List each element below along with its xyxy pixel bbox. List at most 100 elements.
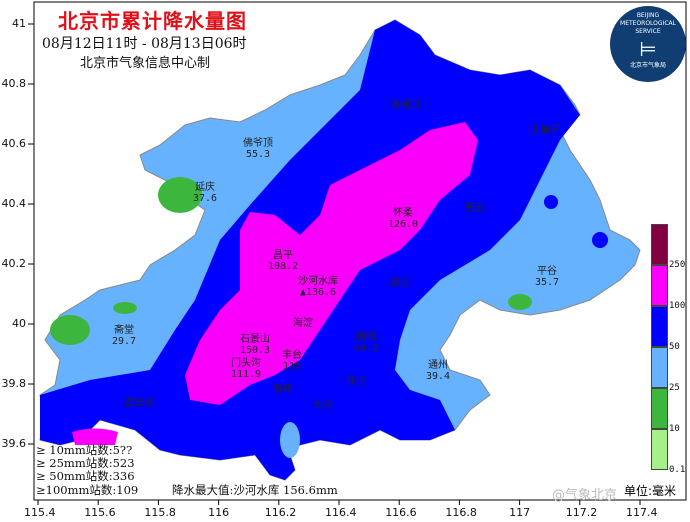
legend-label: 0.1	[669, 465, 686, 475]
region-light-blue-spot	[280, 422, 300, 458]
legend-swatch	[651, 306, 668, 347]
station-name: 昌平	[273, 250, 293, 261]
station-name: 门头沟	[231, 358, 261, 369]
station-label: 亦庄	[326, 376, 386, 387]
x-tick-label: 115.8	[144, 506, 176, 519]
logo-text-cn: 北京市气象局	[629, 62, 666, 69]
station-name: 通州	[428, 360, 448, 371]
station-name: 怀柔	[393, 208, 413, 219]
station-name: 佛爷顶	[243, 138, 273, 149]
station-value: 126.0	[387, 219, 419, 230]
y-tick-label: 40.4	[1, 197, 27, 210]
y-tick-label: 39.6	[1, 437, 27, 450]
station-value: 110	[282, 361, 302, 372]
legend-label: 250	[669, 260, 686, 270]
station-label: 密云	[445, 203, 505, 214]
x-tick-label: 116	[208, 506, 230, 519]
station-value: 55.3	[245, 149, 271, 160]
x-tick-label: 116.2	[264, 506, 297, 519]
station-value: 29.7	[111, 336, 137, 347]
station-label: 石景山 150.3	[225, 334, 285, 356]
region-10-25	[158, 177, 202, 213]
station-value: 60.2	[353, 343, 379, 354]
axis-ticks	[28, 23, 641, 505]
station-label: 海淀	[273, 318, 333, 329]
station-label: 佛爷顶 55.3	[228, 138, 288, 160]
station-name: 霞云岭	[125, 398, 155, 409]
station-label: 南苑	[252, 384, 312, 395]
stat-25mm: ≥ 25mm站数:523	[36, 456, 135, 470]
x-tick-label: 116.8	[445, 506, 477, 519]
region-10-25	[50, 315, 90, 345]
watermark: @气象北京	[552, 488, 618, 503]
stat-10mm: ≥ 10mm站数:5??	[36, 443, 133, 457]
y-tick-label: 40.8	[1, 77, 27, 90]
station-label: 丰台 110	[262, 350, 322, 372]
x-tick-label: 117.2	[565, 506, 598, 519]
legend-swatch	[651, 429, 668, 470]
station-value: 35.7	[534, 277, 560, 288]
station-label: 斋堂 29.7	[94, 325, 154, 347]
station-name: 延庆	[195, 182, 215, 193]
legend-label: 10	[669, 424, 680, 434]
region-10-25	[508, 294, 532, 310]
y-tick-label: 40.2	[1, 257, 27, 270]
x-tick-label: 117.4	[626, 506, 658, 519]
station-name: 沙河水库	[298, 276, 338, 287]
station-value: 37.6	[192, 193, 218, 204]
legend-swatch	[651, 224, 668, 265]
region-100-250-south	[72, 428, 118, 445]
stat-100mm: ≥100mm站数:109	[36, 483, 139, 497]
station-value: ▲136.6	[299, 287, 337, 298]
station-label: 霞云岭	[110, 398, 170, 409]
station-label: 沙河水库 ▲136.6	[288, 276, 348, 298]
station-name: 汤河口	[390, 100, 420, 111]
station-name: 斋堂	[114, 325, 134, 336]
station-name: 丰台	[282, 350, 302, 361]
station-name: 顺义	[390, 278, 410, 289]
region-blue-spot	[544, 195, 558, 209]
producer: 北京市气象信息中心制	[80, 56, 211, 71]
legend-unit: 单位:毫米	[624, 484, 677, 498]
station-name: 石景山	[240, 334, 270, 345]
y-tick-label: 41	[12, 17, 26, 30]
station-name: 平谷	[537, 266, 557, 277]
station-label: 汤河口	[375, 100, 435, 111]
legend-label: 25	[669, 383, 680, 393]
station-name: 亦庄	[346, 376, 366, 387]
legend-label: 100	[669, 301, 686, 311]
station-value: 111.9	[230, 369, 262, 380]
y-tick-label: 39.8	[1, 377, 27, 390]
region-blue-spot	[592, 232, 608, 248]
station-name: 上甸子	[530, 125, 560, 136]
station-name: 南苑	[272, 384, 292, 395]
station-label: 昌平 108.2	[253, 250, 313, 272]
x-tick-label: 115.6	[84, 506, 116, 519]
x-tick-label: 116.6	[385, 506, 417, 519]
station-label: 大兴	[292, 400, 352, 411]
station-value: 150.3	[239, 345, 271, 356]
station-value: 108.2	[267, 261, 299, 272]
station-label: 通州 39.4	[408, 360, 468, 382]
station-label: 门头沟 111.9	[216, 358, 276, 380]
region-100-250	[185, 122, 478, 405]
x-tick-label: 117	[509, 506, 531, 519]
logo-text: BEIJING METEOROLOGICAL SERVICE	[620, 12, 676, 35]
station-label: 平谷 35.7	[517, 266, 577, 288]
map-title: 北京市累计降水量图	[58, 9, 247, 33]
max-value: 降水最大值:沙河水库 156.6mm	[172, 483, 338, 497]
y-tick-label: 40	[12, 317, 26, 330]
y-tick-label: 40.6	[1, 137, 27, 150]
station-label: 朝阳 60.2	[336, 332, 396, 354]
station-label: 上甸子	[515, 125, 575, 136]
logo: BEIJING METEOROLOGICAL SERVICE ⊨ 北京市气象局	[610, 6, 686, 82]
station-label: 怀柔 126.0	[373, 208, 433, 230]
region-10-25	[113, 302, 137, 314]
legend-swatch	[651, 265, 668, 306]
stat-50mm: ≥ 50mm站数:336	[36, 469, 135, 483]
x-tick-label: 116.4	[325, 506, 357, 519]
station-value: 39.4	[425, 371, 451, 382]
station-label: 顺义	[370, 278, 430, 289]
